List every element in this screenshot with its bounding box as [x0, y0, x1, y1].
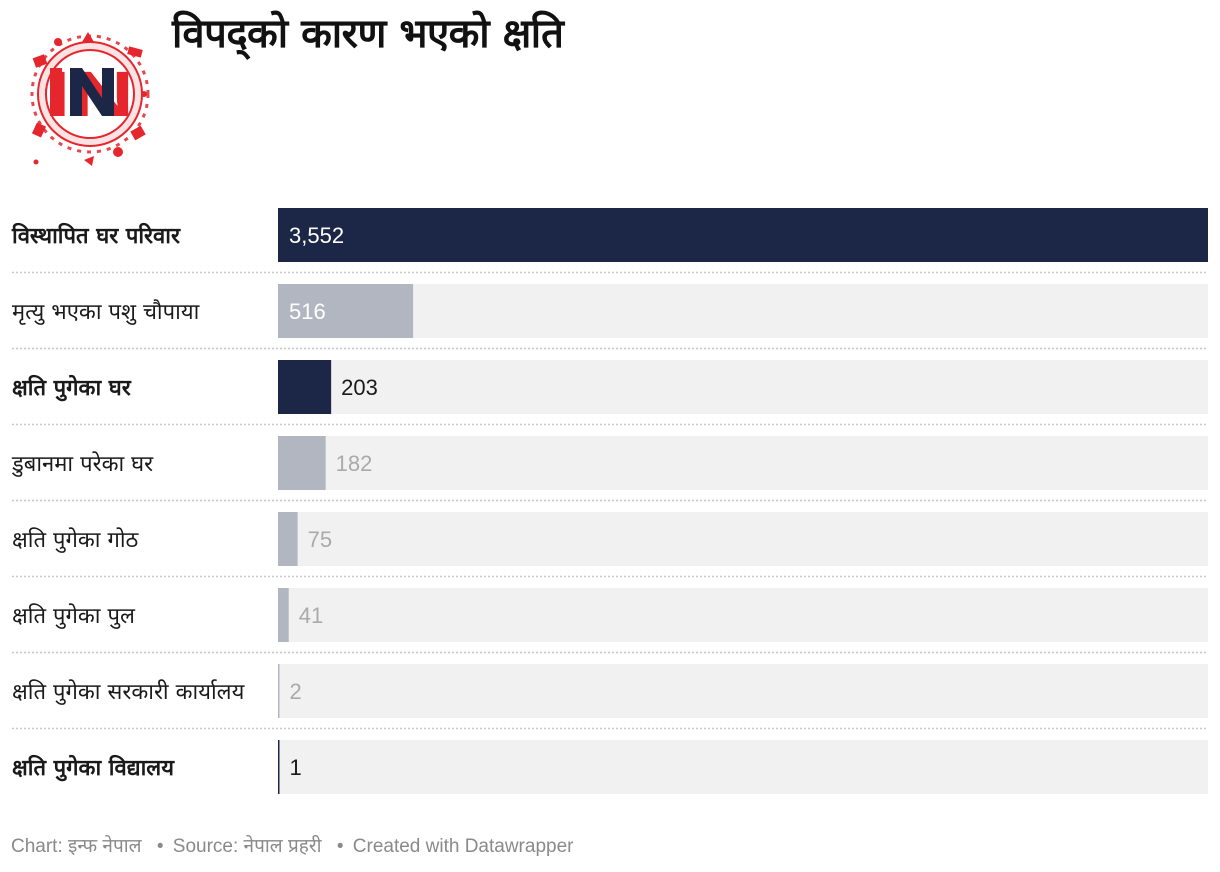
bar-track — [278, 664, 1208, 718]
value-label: 41 — [299, 603, 323, 628]
category-label: क्षति पुगेका घर — [12, 374, 132, 402]
chart-footer: Chart: इन्फ नेपाल • Source: नेपाल प्रहरी… — [11, 832, 573, 858]
bar[interactable] — [278, 664, 280, 718]
bar-track — [278, 284, 1208, 338]
bar[interactable] — [278, 740, 280, 794]
category-label: क्षति पुगेका गोठ — [12, 527, 140, 553]
category-label: क्षति पुगेका विद्यालय — [12, 754, 175, 782]
value-label: 516 — [289, 299, 326, 324]
bar[interactable] — [278, 436, 326, 490]
value-label: 3,552 — [289, 223, 344, 248]
chart-credit: Chart: इन्फ नेपाल — [11, 836, 142, 857]
category-label: मृत्यु भएका पशु चौपाया — [12, 299, 200, 325]
bar-track — [278, 360, 1208, 414]
value-label: 75 — [308, 527, 332, 552]
bar-track — [278, 740, 1208, 794]
bar[interactable] — [278, 588, 289, 642]
footer-separator: • — [156, 836, 164, 857]
category-label: डुबानमा परेका घर — [11, 451, 154, 477]
value-label: 203 — [341, 375, 378, 400]
datawrapper-credit[interactable]: Created with Datawrapper — [352, 836, 574, 857]
bar-track — [278, 588, 1208, 642]
bar-track — [278, 512, 1208, 566]
footer-separator: • — [336, 836, 344, 857]
chart-title: विपद्को कारण भएको क्षति — [172, 11, 564, 57]
value-label: 2 — [290, 679, 302, 704]
source-link[interactable]: Source: नेपाल प्रहरी — [172, 836, 322, 857]
bar[interactable] — [278, 284, 414, 338]
value-label: 182 — [336, 451, 373, 476]
bar-track — [278, 436, 1208, 490]
value-label: 1 — [290, 755, 302, 780]
bar[interactable] — [278, 360, 332, 414]
bar[interactable] — [278, 208, 1208, 262]
bar[interactable] — [278, 512, 298, 566]
brand-logo: IN — [30, 32, 150, 166]
category-label: क्षति पुगेका पुल — [12, 603, 136, 629]
category-label: विस्थापित घर परिवार — [11, 222, 181, 249]
category-label: क्षति पुगेका सरकारी कार्यालय — [12, 679, 246, 705]
